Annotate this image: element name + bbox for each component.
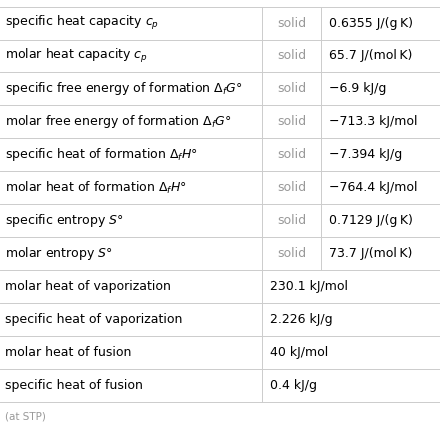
- Text: −7.394 kJ/g: −7.394 kJ/g: [329, 149, 402, 161]
- Text: molar heat of formation $\Delta_f H°$: molar heat of formation $\Delta_f H°$: [5, 180, 187, 196]
- Text: solid: solid: [277, 149, 306, 161]
- Text: −713.3 kJ/mol: −713.3 kJ/mol: [329, 115, 418, 128]
- Text: molar free energy of formation $\Delta_f G°$: molar free energy of formation $\Delta_f…: [5, 114, 232, 130]
- Text: 230.1 kJ/mol: 230.1 kJ/mol: [270, 280, 348, 293]
- Text: solid: solid: [277, 214, 306, 227]
- Text: 2.226 kJ/g: 2.226 kJ/g: [270, 313, 332, 326]
- Text: solid: solid: [277, 49, 306, 62]
- Text: specific entropy $S°$: specific entropy $S°$: [5, 212, 124, 229]
- Text: molar heat capacity $c_p$: molar heat capacity $c_p$: [5, 47, 148, 65]
- Text: specific heat capacity $c_p$: specific heat capacity $c_p$: [5, 14, 159, 32]
- Text: solid: solid: [277, 181, 306, 194]
- Text: specific heat of formation $\Delta_f H°$: specific heat of formation $\Delta_f H°$: [5, 146, 198, 163]
- Text: (at STP): (at STP): [5, 412, 46, 421]
- Text: specific heat of fusion: specific heat of fusion: [5, 379, 143, 392]
- Text: 0.6355 J/(g K): 0.6355 J/(g K): [329, 17, 413, 30]
- Text: 73.7 J/(mol K): 73.7 J/(mol K): [329, 247, 412, 260]
- Text: 40 kJ/mol: 40 kJ/mol: [270, 346, 328, 359]
- Text: solid: solid: [277, 17, 306, 30]
- Text: 0.7129 J/(g K): 0.7129 J/(g K): [329, 214, 413, 227]
- Text: molar entropy $S°$: molar entropy $S°$: [5, 245, 113, 262]
- Text: solid: solid: [277, 83, 306, 95]
- Text: specific heat of vaporization: specific heat of vaporization: [5, 313, 183, 326]
- Text: −764.4 kJ/mol: −764.4 kJ/mol: [329, 181, 418, 194]
- Text: 65.7 J/(mol K): 65.7 J/(mol K): [329, 49, 412, 62]
- Text: molar heat of fusion: molar heat of fusion: [5, 346, 132, 359]
- Text: 0.4 kJ/g: 0.4 kJ/g: [270, 379, 317, 392]
- Text: molar heat of vaporization: molar heat of vaporization: [5, 280, 171, 293]
- Text: −6.9 kJ/g: −6.9 kJ/g: [329, 83, 386, 95]
- Text: solid: solid: [277, 247, 306, 260]
- Text: solid: solid: [277, 115, 306, 128]
- Text: specific free energy of formation $\Delta_f G°$: specific free energy of formation $\Delt…: [5, 80, 243, 97]
